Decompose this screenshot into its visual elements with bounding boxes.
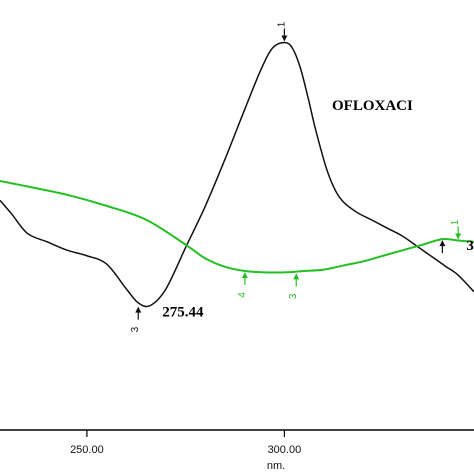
peak-marker-number: 4 [237,292,248,298]
annotation-drug-name: OFLOXACI [332,98,413,114]
peak-markers: 3 275.44 1 340.2 4 3 1 [130,21,474,332]
peak-marker-1: 1 [276,21,288,42]
peak-marker-number: 1 [450,219,461,225]
x-tick-label-250: 250.00 [70,444,104,456]
black-spectrum-line [0,41,474,308]
peak-marker-number: 1 [276,21,287,27]
series-layer [0,41,474,308]
peak-marker-0: 3 275.44 [130,305,204,333]
peak-value-label: 275.44 [162,305,204,321]
peak-marker-5: 1 [450,219,462,240]
peak-marker-3: 4 [237,271,248,298]
x-axis-title: nm. [267,460,285,472]
peak-marker-4: 3 [288,273,300,299]
peak-value-label: 340.2 [466,238,474,254]
peak-marker-2: 340.2 [439,238,474,254]
green-spectrum-line [0,179,474,274]
x-tick-label-300: 300.00 [268,444,302,456]
peak-marker-number: 3 [288,293,299,299]
peak-marker-number: 3 [130,326,141,332]
